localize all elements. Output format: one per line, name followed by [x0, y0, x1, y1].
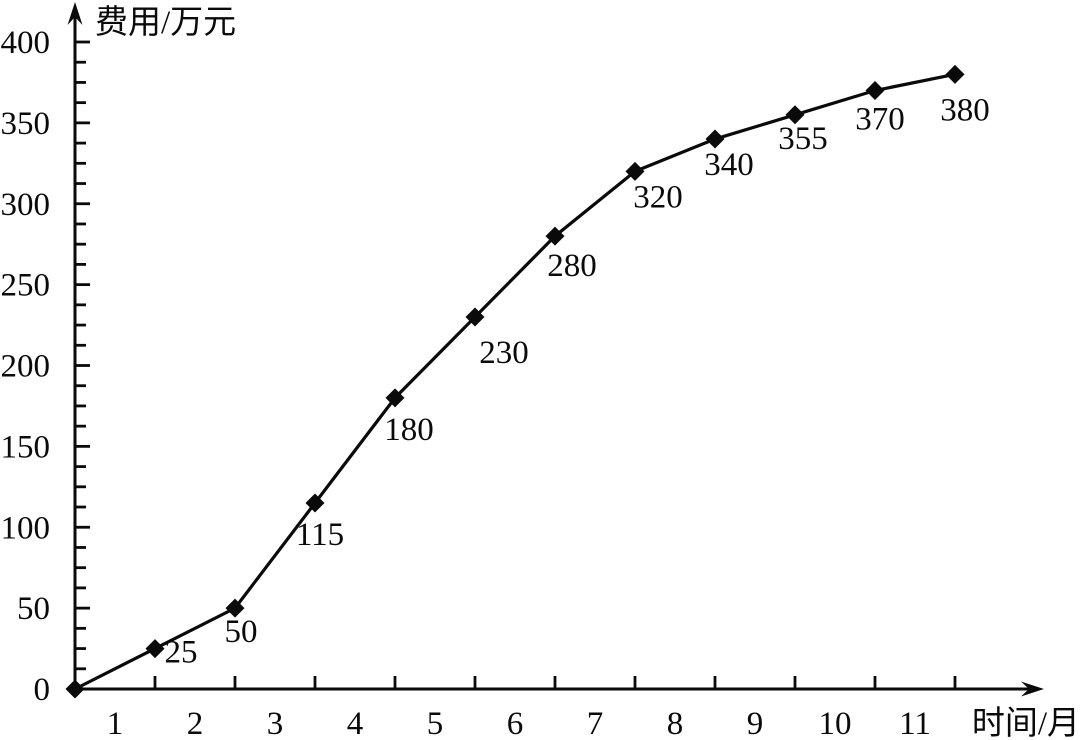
data-point-label: 370	[855, 102, 905, 138]
data-point-label: 180	[384, 412, 434, 448]
x-axis-title: 时间/月	[972, 706, 1080, 740]
data-point-marker	[145, 639, 165, 659]
data-point-label: 280	[547, 248, 597, 284]
x-axis-arrowhead	[1021, 681, 1044, 697]
x-axis-tick-label: 5	[427, 706, 444, 740]
data-point-marker	[705, 129, 725, 149]
x-axis-tick-label: 9	[747, 706, 764, 740]
data-point-marker	[865, 81, 885, 101]
data-point-label: 320	[633, 179, 683, 215]
y-axis-tick-label: 100	[1, 510, 51, 546]
y-axis-tick-label: 150	[1, 429, 51, 465]
y-axis-tick-label: 250	[1, 268, 51, 304]
data-point-marker	[65, 679, 85, 699]
data-point-label: 340	[704, 147, 754, 183]
x-axis-tick-label: 11	[899, 706, 931, 740]
data-point-marker	[545, 226, 565, 246]
y-axis-tick-label: 400	[1, 25, 51, 61]
y-axis-tick-label: 0	[34, 672, 51, 708]
x-axis-tick-label: 4	[347, 706, 364, 740]
data-point-label: 230	[479, 335, 529, 371]
data-point-marker	[465, 307, 485, 327]
data-point-marker	[305, 493, 325, 513]
data-point-label: 115	[296, 517, 344, 553]
data-point-marker	[785, 105, 805, 125]
y-axis-tick-label: 350	[1, 106, 51, 142]
data-point-label: 355	[778, 121, 828, 157]
data-point-marker	[945, 64, 965, 84]
series-line	[74, 72, 956, 691]
x-axis-tick-label: 6	[507, 706, 524, 740]
y-axis-tick-label: 50	[17, 591, 50, 627]
data-point-label: 50	[225, 614, 258, 650]
y-axis-title: 费用/万元	[95, 4, 236, 41]
y-axis-tick-label: 300	[1, 187, 51, 223]
data-point-marker	[385, 388, 405, 408]
x-axis-tick-label: 3	[267, 706, 284, 740]
x-axis-tick-label: 7	[587, 706, 604, 740]
series-layer: 25 50 115 180 230 280 320 340 355 370 380	[65, 64, 990, 699]
data-point-marker	[225, 598, 245, 618]
data-point-label: 25	[165, 635, 198, 671]
x-axis-tick-label: 1	[107, 706, 124, 740]
y-axis-tick-label: 200	[1, 349, 51, 385]
y-axis-arrowhead	[67, 2, 83, 25]
x-axis-tick-label: 10	[819, 706, 852, 740]
x-axis-tick-label: 8	[667, 706, 684, 740]
x-axis-tick-label: 2	[187, 706, 204, 740]
axes-layer: 0 50 100 150 200 250 300 350 400 1 2 3 4 5 6 7 8 9 10 11	[1, 2, 1044, 740]
data-point-marker	[625, 161, 645, 181]
data-point-label: 380	[940, 92, 990, 128]
